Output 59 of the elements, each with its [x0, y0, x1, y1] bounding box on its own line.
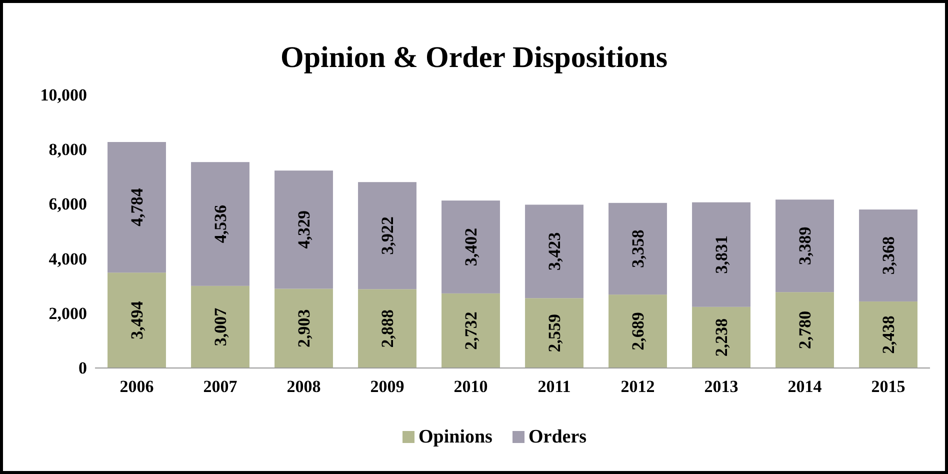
bar [776, 292, 834, 368]
bar [776, 200, 834, 292]
bar [108, 142, 166, 273]
y-tick-label: 4,000 [48, 249, 87, 268]
data-label: 3,494 [127, 300, 146, 340]
bar [525, 298, 584, 368]
bar [274, 170, 333, 289]
y-tick-label: 6,000 [48, 194, 87, 214]
bar [442, 293, 500, 368]
bar [358, 182, 416, 290]
data-label: 3,368 [878, 236, 898, 275]
data-label: 2,689 [628, 312, 648, 350]
data-label: 3,358 [628, 230, 648, 268]
y-tick-label: 10,000 [40, 86, 87, 104]
legend-label: Orders [528, 426, 587, 448]
bar [608, 294, 667, 368]
bar [108, 272, 166, 368]
data-label: 4,329 [294, 210, 314, 249]
x-tick-label: 2014 [788, 377, 822, 396]
bar [442, 200, 500, 294]
data-label: 2,888 [378, 309, 397, 348]
data-label: 4,784 [127, 188, 146, 226]
x-tick-label: 2015 [871, 377, 906, 396]
bar [859, 301, 918, 368]
y-tick-label: 2,000 [48, 304, 87, 323]
data-label: 2,903 [294, 309, 314, 348]
x-tick-label: 2010 [454, 377, 488, 396]
bar [859, 209, 918, 302]
data-label: 3,389 [795, 226, 814, 265]
bar [274, 288, 333, 368]
x-tick-label: 2013 [704, 377, 738, 396]
data-label: 2,238 [712, 318, 731, 357]
data-label: 3,423 [544, 232, 564, 271]
y-tick-label: 8,000 [48, 140, 87, 160]
bar [191, 286, 250, 368]
data-label: 2,559 [544, 314, 564, 352]
data-label: 4,536 [210, 204, 230, 244]
bar [525, 204, 584, 298]
y-tick-label: 0 [78, 358, 87, 378]
x-tick-label: 2009 [370, 377, 404, 396]
data-label: 2,438 [878, 316, 898, 354]
bar [191, 162, 250, 286]
legend-label: Opinions [418, 426, 492, 448]
x-tick-label: 2007 [203, 377, 238, 396]
data-label: 2,780 [795, 310, 814, 350]
data-label: 3,007 [210, 307, 230, 346]
data-label: 3,402 [461, 228, 480, 266]
bar [358, 289, 416, 368]
data-label: 3,831 [712, 235, 731, 274]
x-tick-label: 2012 [620, 377, 655, 396]
x-tick-label: 2006 [120, 377, 154, 396]
x-tick-label: 2011 [538, 377, 571, 396]
data-label: 2,732 [461, 312, 480, 350]
data-label: 3,922 [378, 216, 397, 255]
bar [608, 202, 667, 295]
bar [692, 202, 750, 307]
x-tick-label: 2008 [286, 377, 321, 396]
chart-title: Opinion & Order Dispositions [280, 41, 668, 74]
bar [692, 306, 750, 368]
